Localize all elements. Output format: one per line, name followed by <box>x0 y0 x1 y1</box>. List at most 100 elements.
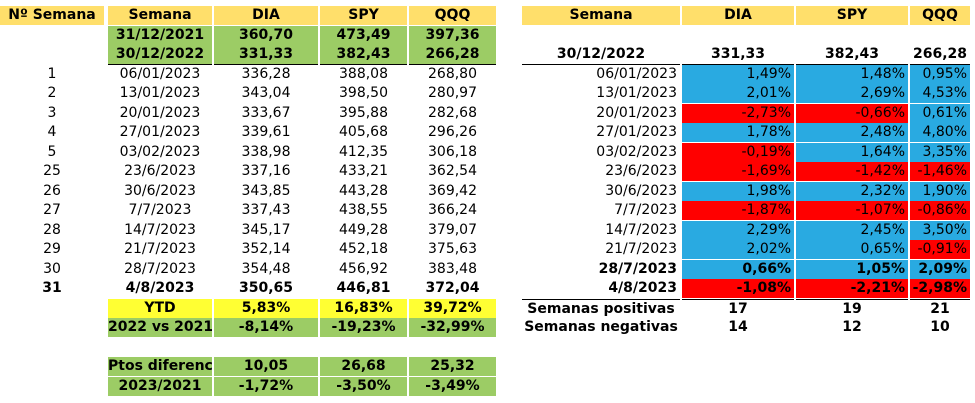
count-cell: 10 <box>930 319 950 335</box>
price-cell: 398,50 <box>339 85 388 101</box>
price-cell: 345,17 <box>241 221 291 238</box>
negative-return-cell: -1,46% <box>910 162 970 181</box>
negative-return-cell: -0,19% <box>682 142 794 162</box>
base-row-cell: 30/12/2022 <box>108 45 212 65</box>
price-cell: 337,16 <box>241 163 291 179</box>
price-cell: 452,18 <box>339 241 388 257</box>
price-cell: 20/01/2023 <box>119 104 201 121</box>
price-cell: 456,92 <box>339 260 388 277</box>
ytd-cell: YTD <box>108 298 212 318</box>
week-number: 1 <box>47 65 57 82</box>
column-header: Semana <box>108 6 212 25</box>
positive-return-cell: 2,69% <box>796 84 908 103</box>
positive-return-cell: 4,53% <box>910 84 970 103</box>
price-cell: 343,04 <box>241 85 291 101</box>
price-cell: 296,26 <box>428 124 477 140</box>
count-cell: 17 <box>682 298 794 319</box>
price-cell: 306,18 <box>428 143 477 160</box>
negative-return-cell: -0,66% <box>796 103 908 123</box>
week-date: 14/7/2023 <box>605 221 677 238</box>
base-row-cell: 382,43 <box>320 45 407 65</box>
ptos-cell: 25,32 <box>409 357 496 376</box>
price-cell: 412,35 <box>339 143 388 160</box>
ytd-cell: 39,72% <box>409 298 496 318</box>
base-row-cell: 360,70 <box>214 25 318 45</box>
week-date: 20/01/2023 <box>596 104 677 121</box>
week-number: 26 <box>43 182 61 199</box>
week-number: 28 <box>43 221 61 238</box>
price-cell: 23/6/2023 <box>124 163 196 179</box>
positive-return-cell: 3,50% <box>910 220 970 240</box>
base-row-cell: 382,43 <box>796 45 908 65</box>
count-cell: 12 <box>842 319 862 335</box>
positive-return-cell: 2,45% <box>796 220 908 240</box>
price-cell: 13/01/2023 <box>119 85 201 101</box>
base-row-cell: 30/12/2022 <box>522 45 680 65</box>
week-date: 30/6/2023 <box>605 182 677 199</box>
count-cell: Semanas positivas <box>522 298 680 319</box>
ptos-cell: 10,05 <box>214 357 318 376</box>
price-cell: 433,21 <box>339 163 388 179</box>
column-header: Semana <box>522 6 680 25</box>
price-cell: 446,81 <box>336 280 391 296</box>
negative-return-cell: -1,87% <box>682 201 794 220</box>
positive-return-cell: 1,78% <box>682 123 794 142</box>
price-cell: 352,14 <box>241 241 291 257</box>
y2023-cell: -3,50% <box>320 376 407 396</box>
positive-return-cell: 2,32% <box>796 181 908 201</box>
base-row-cell: 473,49 <box>320 25 407 45</box>
negative-return-cell: -2,73% <box>682 103 794 123</box>
price-cell: 369,42 <box>428 182 477 199</box>
price-cell: 282,68 <box>428 104 477 121</box>
base-row-cell: 331,33 <box>682 45 794 65</box>
price-cell: 383,48 <box>428 260 477 277</box>
price-cell: 14/7/2023 <box>124 221 196 238</box>
week-date: 06/01/2023 <box>596 65 677 82</box>
week-number: 25 <box>43 163 61 179</box>
positive-return-cell: 1,64% <box>796 142 908 162</box>
positive-return-cell: 3,35% <box>910 142 970 162</box>
price-cell: 4/8/2023 <box>125 280 195 296</box>
week-number: 2 <box>47 85 57 101</box>
ptos-cell: Ptos diferencia <box>108 357 212 376</box>
ytd-cell: 16,83% <box>320 298 407 318</box>
column-header: SPY <box>796 6 908 25</box>
price-cell: 449,28 <box>339 221 388 238</box>
price-cell: 405,68 <box>339 124 388 140</box>
positive-return-cell: 0,61% <box>910 103 970 123</box>
positive-return-cell: 1,05% <box>796 259 908 279</box>
negative-return-cell: -1,69% <box>682 162 794 181</box>
base-row-cell: 31/12/2021 <box>108 25 212 45</box>
positive-return-cell: 0,95% <box>910 64 970 84</box>
count-cell: 14 <box>728 319 748 335</box>
positive-return-cell: 2,29% <box>682 220 794 240</box>
week-date: 27/01/2023 <box>596 124 677 140</box>
price-cell: 338,98 <box>241 143 291 160</box>
y2023-cell: 2023/2021 <box>108 376 212 396</box>
positive-return-cell: 4,80% <box>910 123 970 142</box>
week-date: 4/8/2023 <box>608 280 677 296</box>
price-cell: 339,61 <box>241 124 291 140</box>
price-cell: 438,55 <box>339 202 388 218</box>
price-cell: 280,97 <box>428 85 477 101</box>
week-number: 27 <box>43 202 61 218</box>
price-cell: 362,54 <box>428 163 477 179</box>
price-cell: 21/7/2023 <box>124 241 196 257</box>
price-cell: 337,43 <box>241 202 291 218</box>
week-number: 3 <box>47 104 57 121</box>
week-number: 4 <box>47 124 57 140</box>
vs-cell: -32,99% <box>409 318 496 337</box>
positive-return-cell: 1,98% <box>682 181 794 201</box>
negative-return-cell: -0,91% <box>910 240 970 259</box>
vs-cell: -8,14% <box>214 318 318 337</box>
week-date: 21/7/2023 <box>605 241 677 257</box>
week-number: 29 <box>43 241 61 257</box>
ptos-cell: 26,68 <box>320 357 407 376</box>
price-cell: 366,24 <box>428 202 477 218</box>
positive-return-cell: 0,65% <box>796 240 908 259</box>
base-row-cell: 266,28 <box>910 45 970 65</box>
price-cell: 03/02/2023 <box>119 143 201 160</box>
vs-cell: 2022 vs 2021 <box>108 318 212 337</box>
negative-return-cell: -1,08% <box>682 279 794 298</box>
price-cell: 28/7/2023 <box>124 260 196 277</box>
